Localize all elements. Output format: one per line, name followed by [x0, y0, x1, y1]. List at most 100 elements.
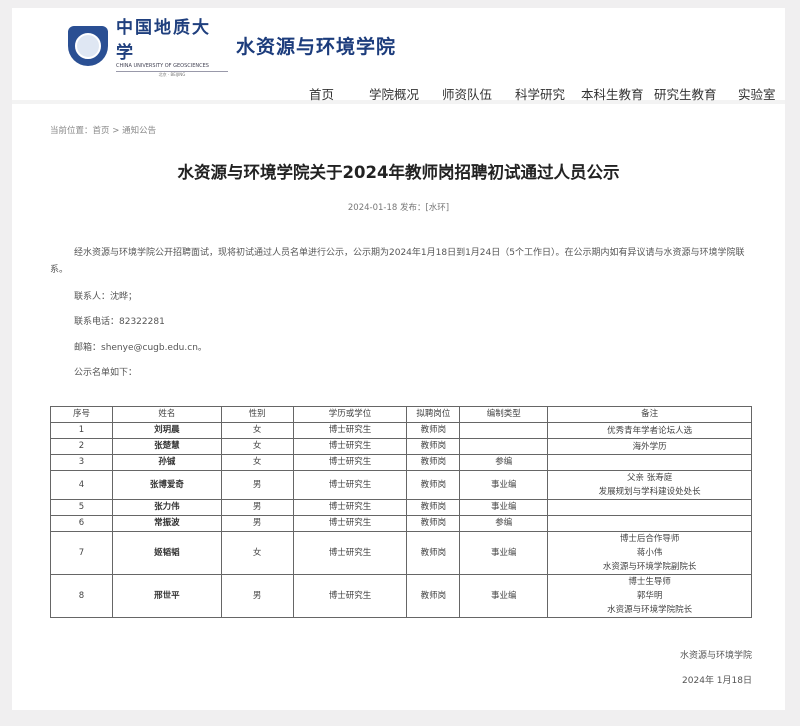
- breadcrumb-current[interactable]: 通知公告: [122, 126, 157, 136]
- remark-line: 发展规划与学科建设处处长: [598, 487, 701, 497]
- remark-line: 郭华明: [636, 591, 663, 601]
- table-cell: 事业编: [459, 499, 549, 516]
- table-cell: 男: [220, 499, 294, 516]
- table-cell: 教师岗: [406, 470, 461, 500]
- candidate-table: 序号 姓名 性别 学历或学位 拟聘岗位 编制类型 备注 1 刘玥晨女博士研究生 教师岗 优秀青年学…: [50, 406, 752, 618]
- breadcrumb-label: 当前位置：: [50, 126, 93, 136]
- table-row: 6 常振波男博士研究生 教师岗 参编: [50, 515, 752, 532]
- remarks-cell: [547, 515, 752, 532]
- table-cell: [459, 438, 549, 455]
- logo[interactable]: 中国地质大学 CHINA UNIVERSITY OF GEOSCIENCES 北…: [68, 13, 396, 78]
- table-cell: 教师岗: [406, 574, 461, 618]
- nav-graduate[interactable]: 研究生教育: [654, 87, 717, 102]
- table-cell: 姬韬韬: [111, 531, 222, 575]
- column-header: 序号: [50, 406, 113, 423]
- table-cell: 事业编: [459, 470, 549, 500]
- column-header: 学历或学位: [292, 406, 408, 423]
- table-cell: 2: [50, 438, 113, 455]
- remark-line: 蒋小伟: [636, 548, 663, 558]
- table-cell: 教师岗: [406, 438, 461, 455]
- contact-email[interactable]: 邮箱：shenye@cugb.edu.cn。: [74, 343, 207, 353]
- remarks-cell: [547, 499, 752, 516]
- column-header: 性别: [220, 406, 294, 423]
- table-cell: 教师岗: [406, 422, 461, 439]
- table-cell: 事业编: [459, 531, 549, 575]
- table-cell: 教师岗: [406, 531, 461, 575]
- table-cell: 博士研究生: [292, 422, 408, 439]
- table-cell: 7: [50, 531, 113, 575]
- remarks-cell: [547, 454, 752, 471]
- column-header: 编制类型: [459, 406, 549, 423]
- remark-line: 博士后合作导师: [619, 534, 680, 544]
- table-cell: 孙铖: [111, 454, 222, 471]
- table-cell: 张楚慧: [111, 438, 222, 455]
- table-cell: 参编: [459, 515, 549, 532]
- remark-line: 优秀青年学者论坛人选: [607, 425, 693, 436]
- table-cell: 女: [220, 422, 294, 439]
- table-cell: 教师岗: [406, 499, 461, 516]
- table-cell: 女: [220, 438, 294, 455]
- table-cell: 教师岗: [406, 515, 461, 532]
- university-name-cn: 中国地质大学: [116, 18, 211, 63]
- table-cell: 事业编: [459, 574, 549, 618]
- table-cell: 刘玥晨: [111, 422, 222, 439]
- table-cell: 邢世平: [111, 574, 222, 618]
- table-row: 4 张博爱奇男博士研究生 教师岗 事业编 父亲 张寿庭 发展规划与学科建设处处长: [50, 470, 752, 500]
- remarks-cell: 优秀青年学者论坛人选: [547, 422, 752, 439]
- table-cell: 3: [50, 454, 113, 471]
- list-intro: 公示名单如下：: [74, 368, 138, 378]
- remark-line: 博士生导师: [628, 577, 671, 587]
- table-cell: 男: [220, 574, 294, 618]
- nav-home[interactable]: 首页: [309, 87, 335, 102]
- table-row: 2 张楚慧女博士研究生 教师岗 海外学历: [50, 438, 752, 455]
- breadcrumb-home[interactable]: 首页: [92, 126, 110, 136]
- table-row: 5 张力伟男博士研究生 教师岗 事业编: [50, 499, 752, 516]
- table-cell: 5: [50, 499, 113, 516]
- column-header: 备注: [547, 406, 752, 423]
- nav-about[interactable]: 学院概况: [369, 87, 420, 102]
- nav-undergrad[interactable]: 本科生教育: [581, 87, 644, 102]
- table-cell: 女: [220, 454, 294, 471]
- table-cell: 6: [50, 515, 113, 532]
- nav-faculty[interactable]: 师资队伍: [442, 87, 493, 102]
- table-row: 8 邢世平男博士研究生 教师岗 事业编 博士生导师 郭华明 水资源与环境学院院长: [50, 574, 752, 618]
- table-row: 3 孙铖女博士研究生 教师岗 参编: [50, 454, 752, 471]
- school-name: 水资源与环境学院: [236, 36, 397, 58]
- table-cell: 教师岗: [406, 454, 461, 471]
- remark-line: 海外学历: [632, 441, 667, 452]
- remarks-cell: 博士后合作导师 蒋小伟水资源与环境学院副院长: [547, 531, 752, 575]
- table-cell: 博士研究生: [292, 574, 408, 618]
- remarks-cell: 博士生导师郭华明水资源与环境学院院长: [547, 574, 752, 618]
- remark-line: 水资源与环境学院副院长: [602, 562, 697, 572]
- contact-person: 联系人：沈晔；: [74, 292, 138, 302]
- column-header: 姓名: [111, 406, 222, 423]
- table-cell: 常振波: [111, 515, 222, 532]
- table-row: 1 刘玥晨女博士研究生 教师岗 优秀青年学者论坛人选: [50, 422, 752, 439]
- article-title: 水资源与环境学院关于2024年教师岗招聘初试通过人员公示: [177, 163, 620, 182]
- university-seal-icon: [68, 25, 108, 66]
- table-cell: 博士研究生: [292, 515, 408, 532]
- remarks-cell: 父亲 张寿庭 发展规划与学科建设处处长: [547, 470, 752, 500]
- table-cell: [459, 422, 549, 439]
- table-cell: 男: [220, 515, 294, 532]
- table-cell: 女: [220, 531, 294, 575]
- table-cell: 1: [50, 422, 113, 439]
- contact-phone: 联系电话：82322281: [74, 317, 165, 327]
- table-cell: 张博爱奇: [111, 470, 222, 500]
- table-cell: 博士研究生: [292, 470, 408, 500]
- remark-line: 水资源与环境学院院长: [607, 605, 693, 615]
- table-cell: 博士研究生: [292, 531, 408, 575]
- article-intro: 经水资源与环境学院公开招聘面试，现将初试通过人员名单进行公示，公示期为2024年…: [50, 248, 745, 275]
- signature: 水资源与环境学院: [679, 651, 752, 661]
- table-row: 7 姬韬韬女博士研究生 教师岗 事业编 博士后合作导师 蒋小伟 水资源与环境学院副院长: [50, 531, 752, 575]
- university-name-en: CHINA UNIVERSITY OF GEOSCIENCES: [116, 63, 228, 72]
- table-cell: 张力伟: [111, 499, 222, 516]
- breadcrumb: 当前位置：首页 > 通知公告: [50, 124, 156, 136]
- column-header: 拟聘岗位: [406, 406, 461, 423]
- page-card: 中国地质大学 CHINA UNIVERSITY OF GEOSCIENCES 北…: [12, 8, 785, 710]
- table-cell: 博士研究生: [292, 438, 408, 455]
- table-cell: 男: [220, 470, 294, 500]
- article-meta: 2024-01-18 发布：[水环]: [347, 203, 450, 213]
- nav-research[interactable]: 科学研究: [515, 87, 566, 102]
- nav-lab[interactable]: 实验室: [738, 87, 776, 102]
